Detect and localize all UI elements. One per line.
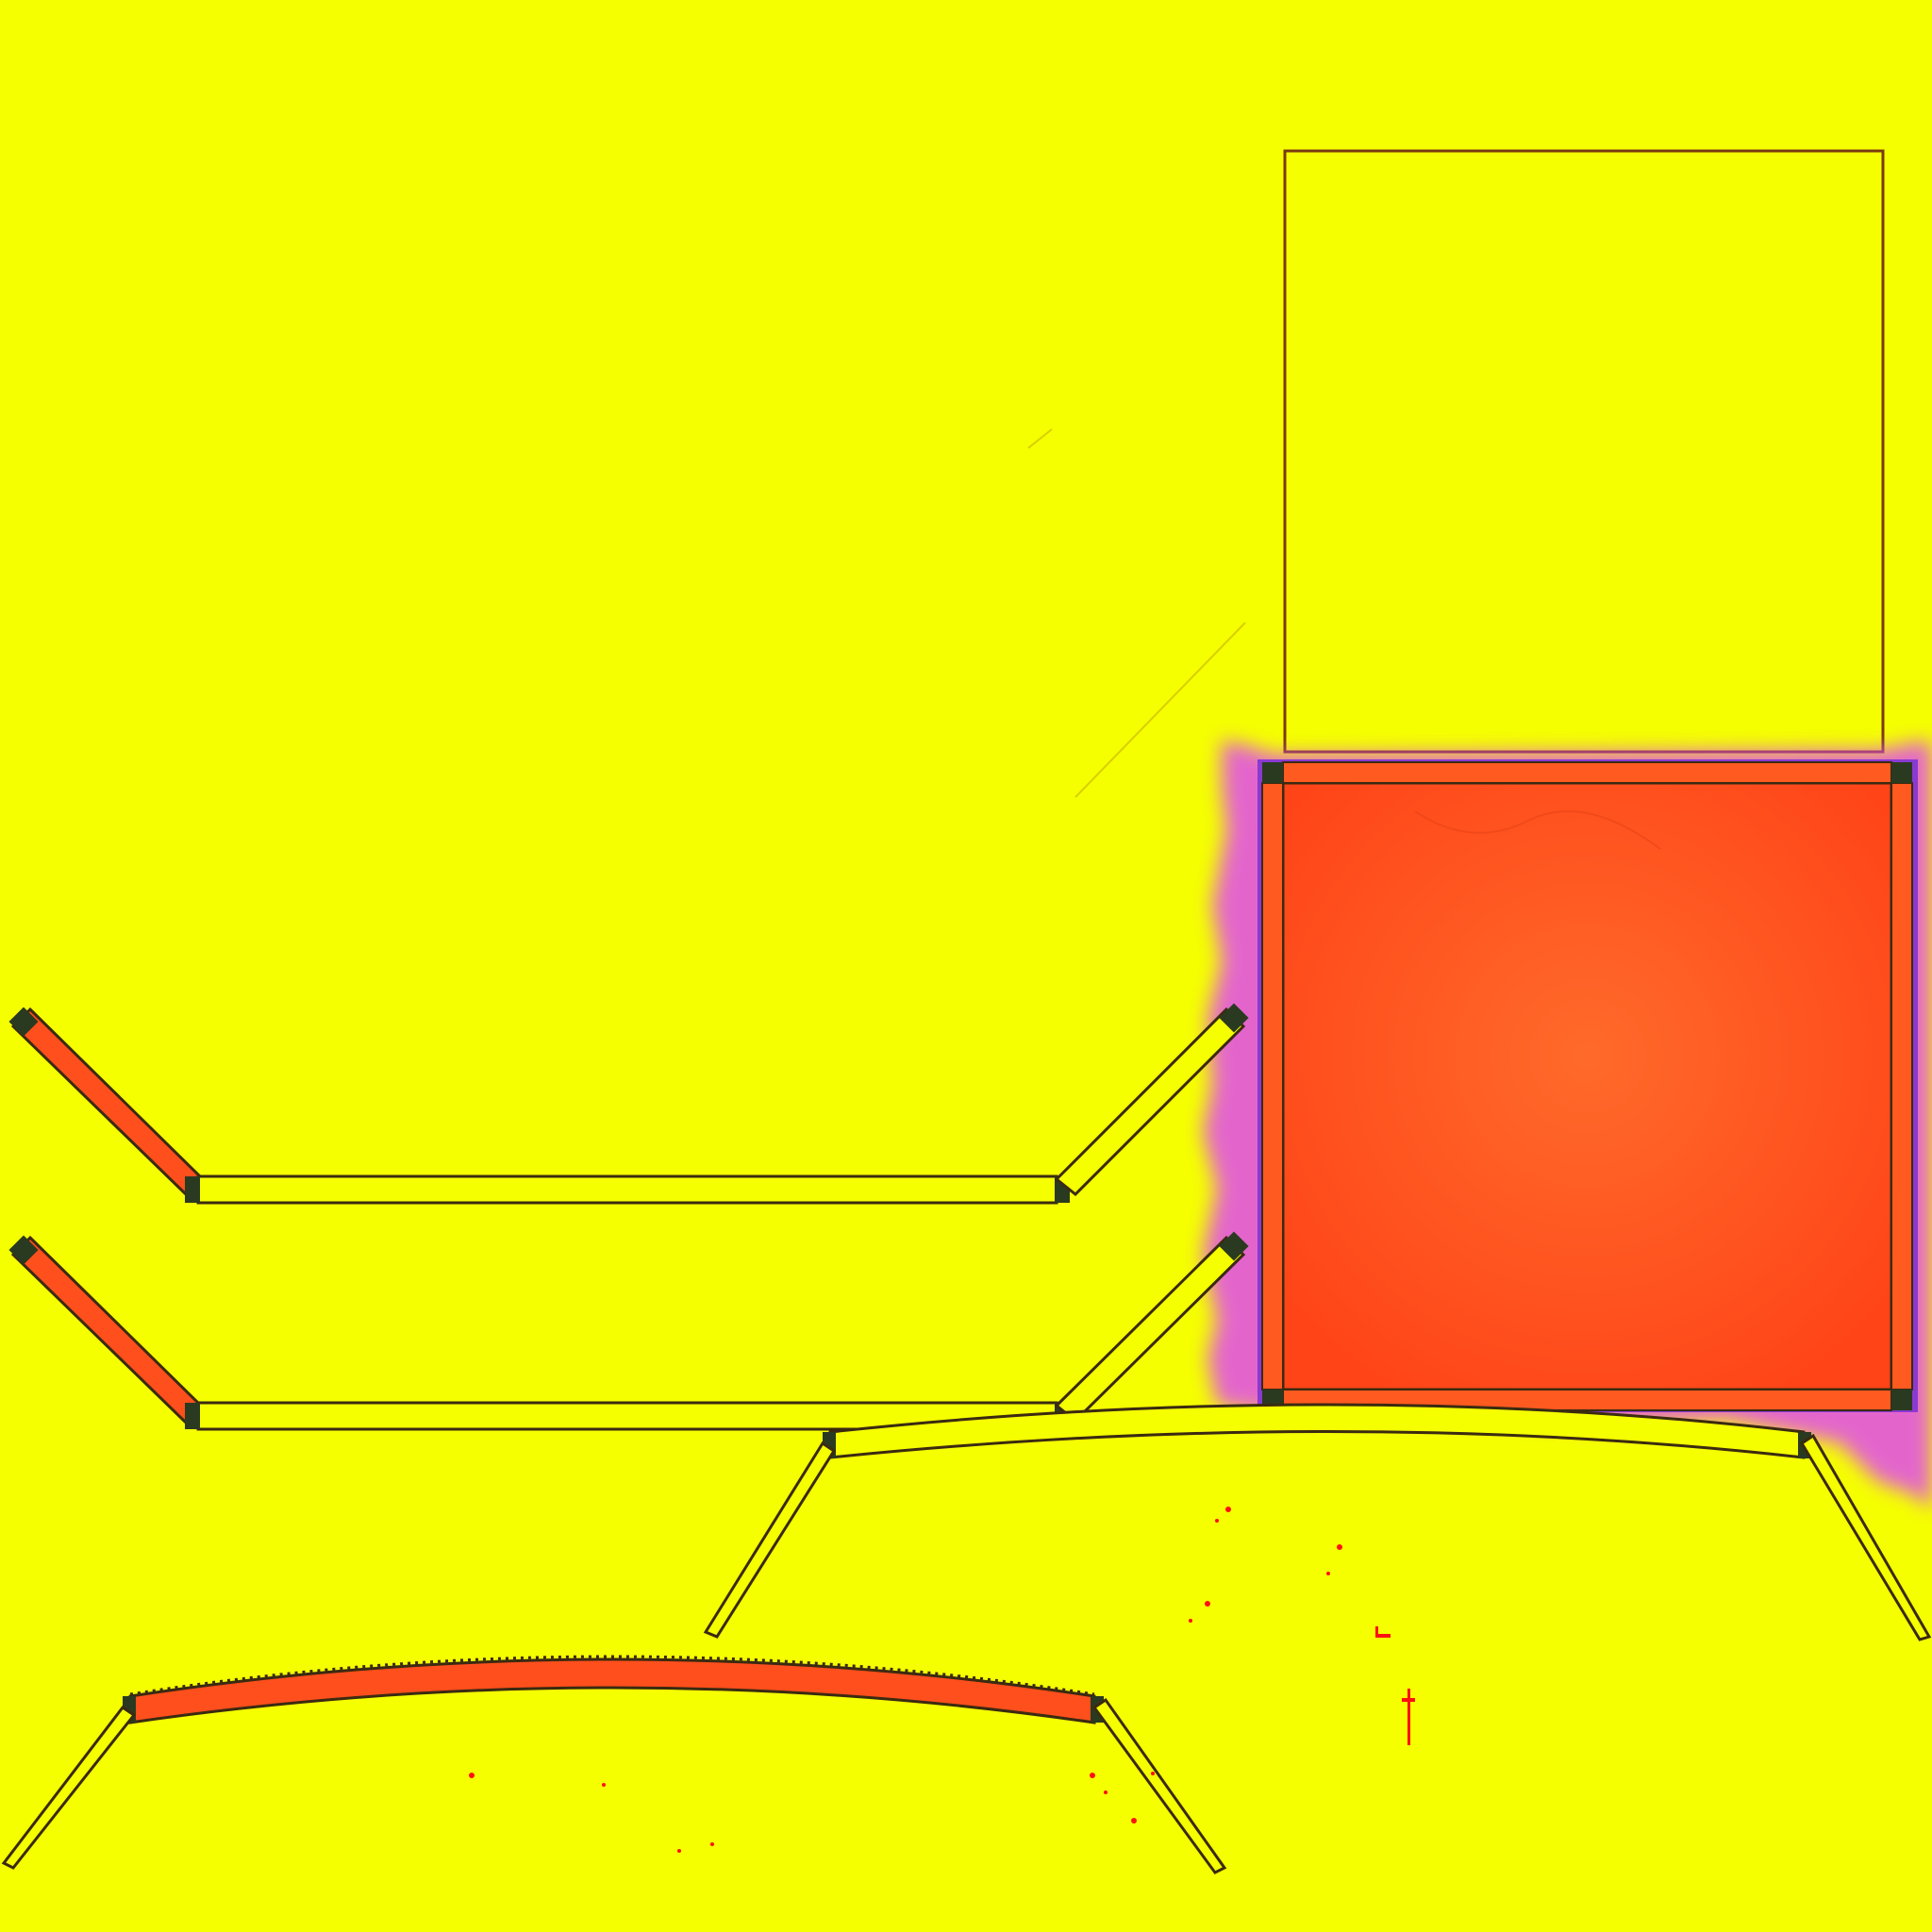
faint-diagonal-1 (1074, 622, 1246, 798)
panel-left-strip (1261, 782, 1284, 1391)
tray-1-base (196, 1174, 1058, 1205)
curved-shell-1-right-leg (1799, 1433, 1932, 1641)
tray-shell-1 (8, 1003, 1249, 1205)
tray-1-right-cap (1219, 1003, 1249, 1033)
curved-shell-2-serration (129, 1655, 1095, 1696)
curved-shell-1 (703, 1403, 1932, 1641)
curved-shell-1-left-leg (703, 1441, 837, 1639)
tray-shell-2 (8, 1231, 1249, 1431)
tray-2-right-cap (1219, 1231, 1249, 1261)
orange-panel (1281, 781, 1893, 1391)
panel-texture-line (1414, 810, 1661, 850)
curved-shell-2 (1, 1655, 1227, 1874)
tray-1-right-wing (1054, 1007, 1246, 1197)
corner-tl (1262, 762, 1283, 783)
curved-shell-2-left-leg (1, 1705, 137, 1870)
tray-2-left-joint (185, 1403, 200, 1429)
curved-shell-2-right-leg (1091, 1697, 1227, 1874)
red-specks (469, 1507, 1415, 1853)
upper-outline-rect (1283, 149, 1885, 754)
tray-1-left-joint (185, 1176, 200, 1203)
faint-diagonal-2 (1027, 428, 1053, 449)
corner-tr (1891, 762, 1912, 783)
panel-right-strip (1890, 782, 1913, 1391)
corner-br (1891, 1390, 1912, 1410)
panel-top-strip (1282, 761, 1892, 784)
